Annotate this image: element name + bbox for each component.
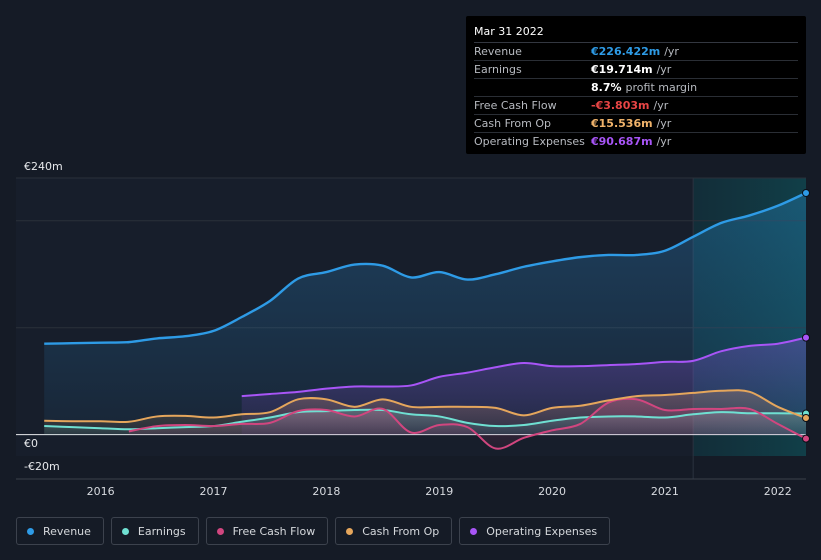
x-tick-label: 2021: [651, 485, 679, 498]
series-end-point-free-cash-flow: [802, 434, 810, 443]
chart-area: 2016 2017 2018 2019 2020 2021 2022: [16, 177, 810, 498]
legend-dot-icon: [27, 527, 34, 535]
series-line-cash-from-op: [44, 389, 807, 424]
series-line-revenue: [44, 191, 807, 345]
tooltip-row: Revenue €226.422m/yr: [474, 43, 798, 61]
series-end-point-operating-expenses: [802, 333, 810, 342]
y-tick-label-zero: €0: [24, 437, 38, 450]
legend-item-cash-from-op[interactable]: Cash From Op: [335, 517, 453, 545]
tooltip-row-label: Revenue: [474, 45, 522, 58]
tooltip-row-unit: /yr: [664, 45, 679, 58]
tooltip-row-unit: profit margin: [625, 81, 698, 94]
tooltip-row-label: Operating Expenses: [474, 135, 585, 148]
x-tick-label: 2018: [312, 485, 340, 498]
x-tick-label: 2017: [200, 485, 228, 498]
tooltip-row: Earnings €19.714m/yr: [474, 61, 798, 79]
tooltip-row-unit: /yr: [656, 135, 672, 148]
x-tick-label: 2020: [538, 485, 566, 498]
tooltip-row-label: [474, 79, 591, 96]
tooltip-row-unit: /yr: [653, 99, 669, 112]
tooltip-row: Operating Expenses €90.687m/yr: [474, 133, 798, 150]
tooltip-row-unit: /yr: [656, 117, 672, 130]
legend-item-free-cash-flow[interactable]: Free Cash Flow: [205, 517, 329, 545]
y-tick-label-top: €240m: [24, 160, 63, 173]
tooltip-row: Free Cash Flow -€3.803m/yr: [474, 97, 798, 115]
legend-label: Operating Expenses: [486, 524, 598, 538]
x-tick-label: 2016: [87, 485, 115, 498]
tooltip-date: Mar 31 2022: [474, 23, 798, 43]
tooltip-row: 8.7% profit margin: [474, 79, 798, 97]
legend-label: Revenue: [43, 524, 91, 538]
legend-label: Free Cash Flow: [232, 524, 316, 538]
tooltip-row-value: -€3.803m: [591, 99, 650, 112]
tooltip-row-label: Free Cash Flow: [474, 99, 557, 112]
series-end-point-revenue: [802, 188, 810, 197]
series-line-earnings: [44, 408, 807, 431]
x-tick-label: 2019: [425, 485, 453, 498]
legend-dot-icon: [121, 527, 129, 535]
legend-item-operating-expenses[interactable]: Operating Expenses: [459, 517, 611, 545]
tooltip-row-value: 8.7%: [591, 81, 622, 94]
series-line-operating-expenses: [241, 336, 807, 398]
tooltip-row-value: €90.687m: [591, 135, 653, 148]
legend-item-revenue[interactable]: Revenue: [16, 517, 104, 545]
tooltip-row-label: Cash From Op: [474, 117, 552, 130]
y-tick-label-bottom: -€20m: [24, 460, 60, 473]
chart-legend: Revenue Earnings Free Cash Flow Cash From O…: [16, 517, 611, 545]
tooltip-row-value: €19.714m: [591, 63, 653, 76]
data-tooltip: Mar 31 2022 Revenue €226.422m/yr Earnings €…: [466, 16, 806, 154]
tooltip-row-value: €15.536m: [591, 117, 653, 130]
x-tick-label: 2022: [764, 485, 792, 498]
tooltip-row-label: Earnings: [474, 63, 522, 76]
series-end-point-cash-from-op: [802, 414, 810, 423]
legend-dot-icon: [216, 527, 224, 535]
legend-label: Earnings: [137, 524, 186, 538]
legend-dot-icon: [346, 527, 354, 535]
tooltip-row-value: €226.422m: [591, 45, 661, 58]
tooltip-row-unit: /yr: [656, 63, 672, 76]
series-line-free-cash-flow: [128, 397, 807, 450]
legend-item-earnings[interactable]: Earnings: [110, 517, 199, 545]
legend-label: Cash From Op: [362, 524, 440, 538]
tooltip-row: Cash From Op €15.536m/yr: [474, 115, 798, 133]
legend-dot-icon: [470, 527, 478, 535]
